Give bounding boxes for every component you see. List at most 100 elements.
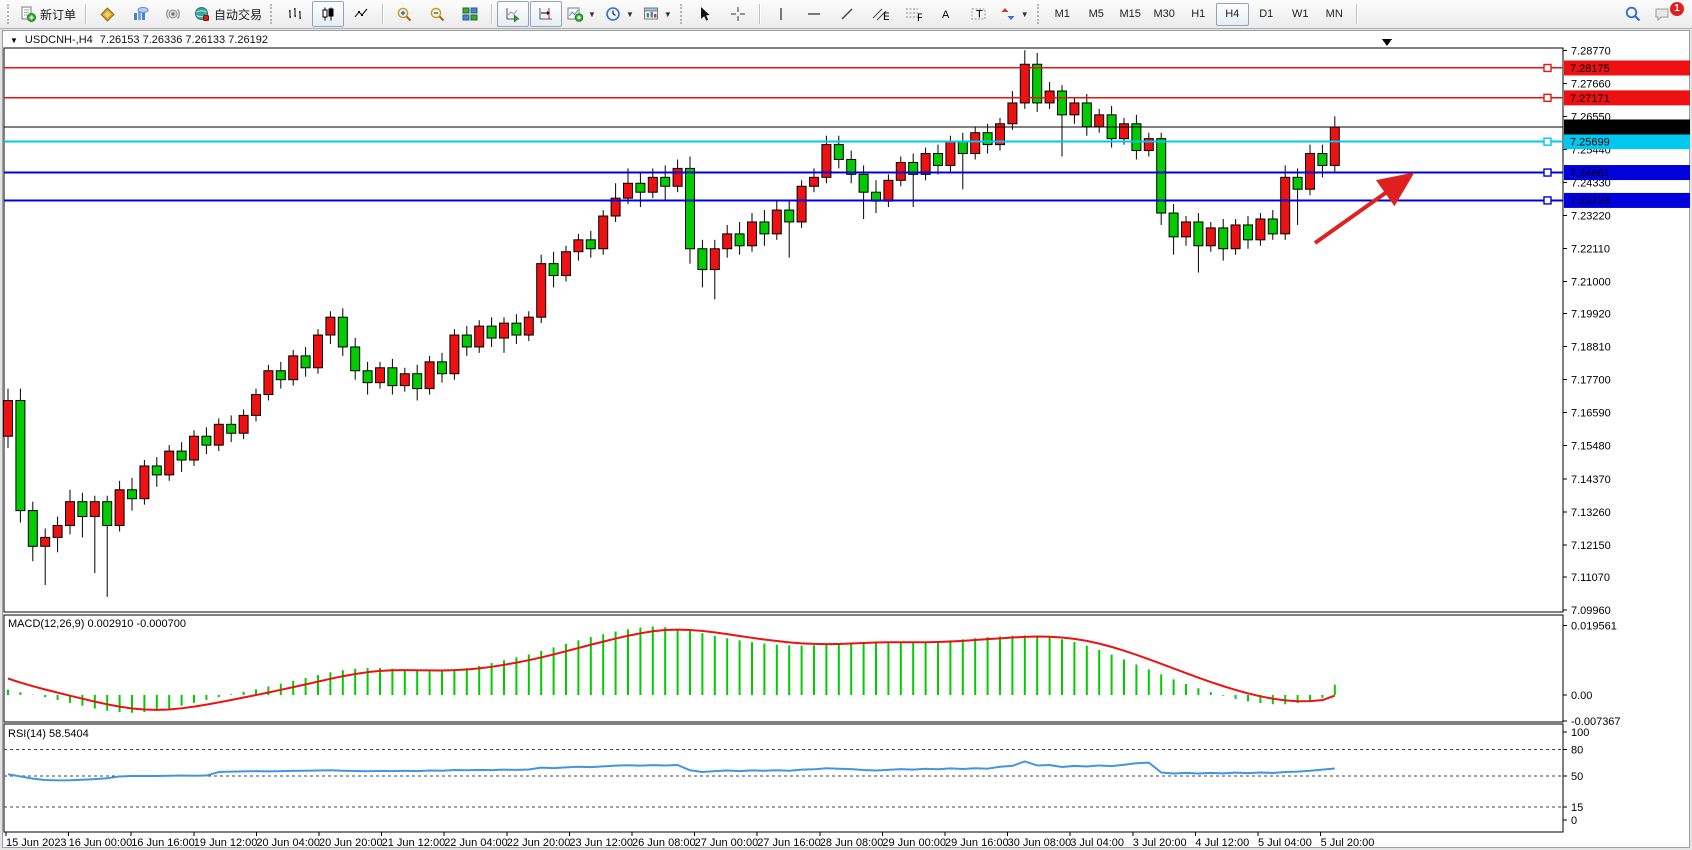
toolbar-drag-handle[interactable] [7, 4, 12, 24]
svg-text:20 Jun 04:00: 20 Jun 04:00 [256, 837, 320, 849]
search-button[interactable] [1617, 1, 1649, 27]
new-order-icon [21, 6, 36, 22]
fibonacci-button[interactable]: F [897, 1, 929, 27]
cursor-arrow-icon [701, 7, 710, 21]
svg-text:7.21000: 7.21000 [1571, 276, 1611, 288]
chevron-down-icon[interactable]: ▼ [1020, 9, 1029, 19]
svg-text:7.17700: 7.17700 [1571, 375, 1611, 387]
svg-text:F: F [917, 12, 922, 22]
trendline-button[interactable] [831, 1, 863, 27]
svg-text:E: E [883, 11, 889, 22]
notifications-button[interactable]: 1 [1650, 1, 1688, 27]
horizontal-line-icon [807, 13, 820, 15]
data-window-button[interactable] [157, 1, 189, 27]
svg-text:50: 50 [1571, 771, 1583, 783]
svg-text:7.15480: 7.15480 [1571, 441, 1611, 453]
tab-timeframe-mn[interactable]: MN [1325, 8, 1343, 20]
svg-text:3 Jul 04:00: 3 Jul 04:00 [1070, 837, 1124, 849]
toolbar-drag-handle[interactable] [679, 4, 685, 24]
candles[interactable] [3, 50, 1340, 597]
svg-text:7.27660: 7.27660 [1571, 78, 1611, 90]
periods-button[interactable]: ▼ [601, 1, 638, 27]
text-label-icon: T [971, 8, 986, 21]
trend-arrow-annotation[interactable] [1313, 172, 1415, 245]
toolbar-separator [1355, 4, 1357, 24]
chevron-down-icon[interactable]: ▼ [588, 9, 596, 19]
bar-chart-button[interactable] [279, 1, 311, 27]
svg-text:4 Jul 12:00: 4 Jul 12:00 [1195, 837, 1249, 849]
svg-text:7.11070: 7.11070 [1571, 572, 1610, 584]
chart-shift-button[interactable] [530, 1, 563, 27]
svg-text:23 Jun 12:00: 23 Jun 12:00 [569, 837, 633, 849]
tab-timeframe-m5[interactable]: M5 [1088, 8, 1104, 20]
chart-profile-button[interactable] [91, 1, 123, 27]
chevron-down-icon[interactable]: ▼ [625, 9, 634, 19]
svg-text:0.019561: 0.019561 [1571, 621, 1617, 633]
tile-windows-button[interactable] [454, 1, 486, 27]
svg-text:20 Jun 20:00: 20 Jun 20:00 [319, 837, 383, 849]
annotations[interactable] [1313, 172, 1415, 245]
notification-count-badge: 1 [1670, 2, 1684, 16]
line-chart-icon [354, 8, 368, 18]
autotrading-icon [195, 7, 210, 21]
tab-timeframe-h1[interactable]: H1 [1191, 8, 1206, 20]
svg-text:T: T [976, 9, 983, 21]
text-label-button[interactable]: T [963, 1, 995, 27]
chart-cloud-icon [133, 6, 149, 20]
templates-button[interactable]: ▼ [639, 1, 676, 27]
svg-text:A: A [942, 9, 950, 21]
arrows-button[interactable]: ▼ [996, 1, 1033, 27]
indicators-button[interactable]: ▼ [563, 1, 600, 27]
zoom-in-button[interactable] [388, 1, 420, 27]
svg-text:7.26192: 7.26192 [1570, 122, 1610, 134]
chevron-down-icon[interactable]: ▼ [663, 9, 672, 19]
svg-text:MACD(12,26,9) 0.002910 -0.0007: MACD(12,26,9) 0.002910 -0.000700 [8, 618, 186, 630]
bar-chart-icon [289, 8, 302, 19]
tab-timeframe-m15[interactable]: M15 [1119, 8, 1141, 20]
svg-text:7.24330: 7.24330 [1571, 177, 1611, 189]
new-order-button[interactable]: 新订单 [16, 1, 80, 27]
svg-text:7.25699: 7.25699 [1570, 137, 1610, 149]
tab-timeframe-d1[interactable]: D1 [1259, 8, 1274, 20]
market-watch-button[interactable] [124, 1, 156, 27]
cursor-button[interactable] [689, 1, 721, 27]
svg-text:7.12150: 7.12150 [1571, 540, 1611, 552]
toolbar-drag-handle[interactable] [1036, 4, 1042, 24]
svg-text:7.27171: 7.27171 [1570, 93, 1610, 105]
horizontal-line-button[interactable] [798, 1, 830, 27]
candlestick-chart-button[interactable] [312, 1, 345, 27]
price-lines[interactable] [4, 63, 1563, 205]
svg-text:7.09960: 7.09960 [1571, 605, 1611, 617]
svg-text:26 Jun 08:00: 26 Jun 08:00 [632, 837, 696, 849]
indicator-panels: MACD(12,26,9) 0.002910 -0.000700 0.019561… [4, 618, 1621, 827]
tab-timeframe-m1[interactable]: M1 [1054, 8, 1070, 20]
channel-button[interactable]: E [864, 1, 896, 27]
tab-timeframe-h4[interactable]: H4 [1215, 2, 1249, 26]
text-icon: A [942, 9, 950, 21]
chart-ohlc-values: 7.26153 7.26336 7.26133 7.26192 [99, 34, 268, 46]
line-chart-button[interactable] [345, 1, 377, 27]
signal-icon [166, 9, 180, 19]
chart-dropdown-icon[interactable]: ▼ [10, 35, 18, 45]
svg-text:29 Jun 16:00: 29 Jun 16:00 [945, 837, 1009, 849]
svg-text:3 Jul 20:00: 3 Jul 20:00 [1133, 837, 1187, 849]
text-button[interactable]: A [930, 1, 962, 27]
vertical-line-button[interactable] [765, 1, 797, 27]
chart-frame [3, 39, 1564, 833]
equidistant-channel-icon: E [872, 8, 889, 22]
svg-text:7.22110: 7.22110 [1571, 243, 1610, 255]
zoom-out-button[interactable] [421, 1, 453, 27]
svg-text:19 Jun 12:00: 19 Jun 12:00 [194, 837, 258, 849]
svg-text:30 Jun 08:00: 30 Jun 08:00 [1008, 837, 1072, 849]
tab-timeframe-m30[interactable]: M30 [1153, 8, 1175, 20]
svg-text:7.19920: 7.19920 [1571, 309, 1611, 321]
auto-scroll-button[interactable] [497, 1, 530, 27]
crosshair-button[interactable] [722, 1, 754, 27]
toolbar-drag-handle[interactable] [270, 4, 275, 24]
autotrading-button[interactable]: 自动交易 [190, 1, 266, 27]
tab-timeframe-w1[interactable]: W1 [1291, 8, 1309, 20]
svg-text:7.14370: 7.14370 [1571, 474, 1611, 486]
svg-text:7.23724: 7.23724 [1570, 195, 1610, 207]
svg-text:22 Jun 20:00: 22 Jun 20:00 [507, 837, 571, 849]
